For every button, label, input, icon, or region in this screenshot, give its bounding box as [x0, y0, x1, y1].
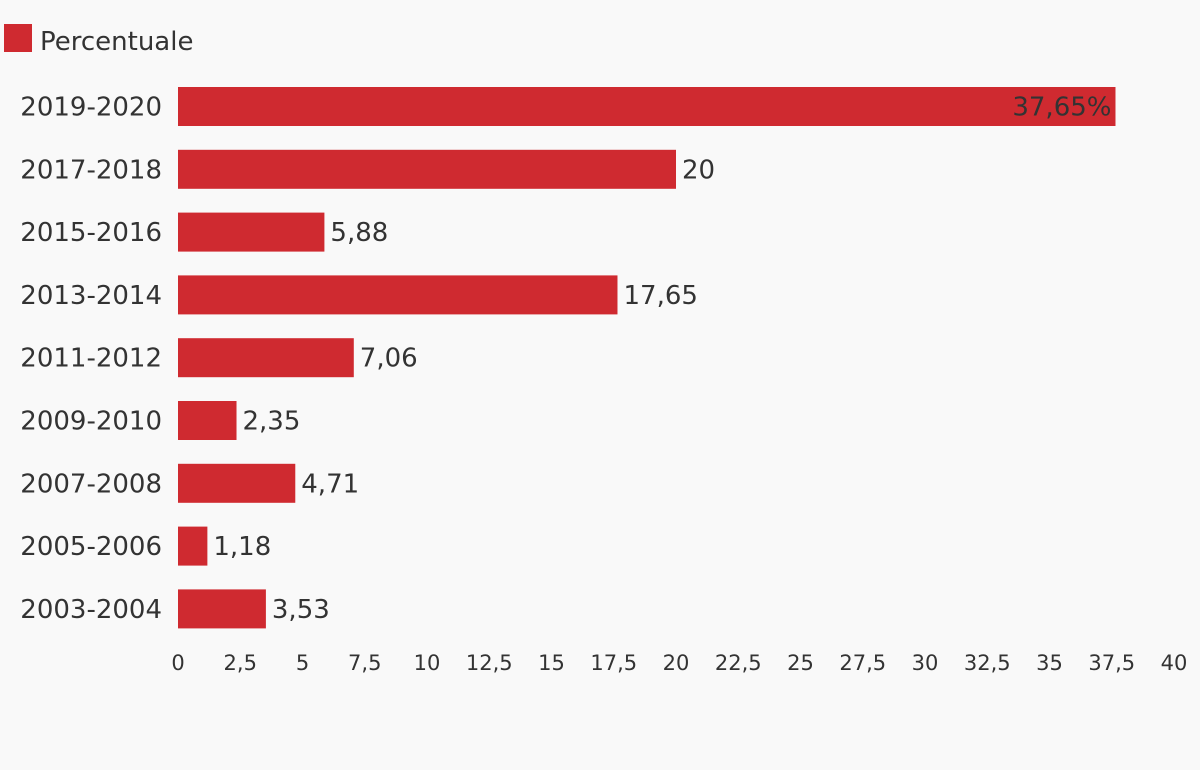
value-label: 17,65 [623, 281, 697, 311]
x-axis: 0 2,5 5 7,5 10 12,5 15 17,5 20 22,5 25 27,5 30 32,5 35… [171, 651, 1187, 675]
x-tick-label: 27,5 [839, 651, 886, 675]
value-label: 1,18 [213, 532, 271, 562]
x-tick-label: 0 [171, 651, 184, 675]
bar [178, 526, 208, 566]
x-tick-label: 20 [663, 651, 690, 675]
category-label: 2009-2010 [20, 407, 162, 437]
category-label: 2017-2018 [20, 155, 162, 185]
x-tick-label: 10 [414, 651, 441, 675]
category-label: 2011-2012 [20, 344, 162, 374]
value-label: 3,53 [272, 595, 330, 625]
x-tick-label: 40 [1161, 651, 1188, 675]
value-label: 37,65% [1012, 93, 1111, 123]
x-tick-label: 35 [1036, 651, 1063, 675]
bar [178, 87, 1116, 126]
legend-swatch [4, 24, 32, 52]
x-tick-label: 22,5 [715, 651, 762, 675]
x-tick-label: 25 [787, 651, 814, 675]
bar [178, 149, 676, 189]
bars [178, 87, 1116, 629]
value-labels: 37,65% 20 5,88 17,65 7,06 2,35 4,71 1,18 3,53 [213, 93, 1111, 625]
bar [178, 212, 325, 252]
legend-label: Percentuale [40, 27, 193, 57]
category-label: 2007-2008 [20, 469, 162, 499]
x-tick-label: 37,5 [1088, 651, 1135, 675]
x-tick-label: 2,5 [224, 651, 257, 675]
value-label: 4,71 [301, 469, 359, 499]
x-tick-label: 7,5 [348, 651, 381, 675]
x-tick-label: 5 [296, 651, 309, 675]
value-label: 2,35 [243, 407, 301, 437]
category-label: 2005-2006 [20, 532, 162, 562]
x-tick-label: 12,5 [466, 651, 513, 675]
x-tick-label: 32,5 [964, 651, 1011, 675]
category-label: 2003-2004 [20, 595, 162, 625]
x-tick-label: 15 [538, 651, 565, 675]
value-label: 5,88 [330, 218, 388, 248]
category-labels: 2019-2020 2017-2018 2015-2016 2013-2014 2011… [20, 93, 162, 625]
value-label: 20 [682, 155, 715, 185]
x-tick-label: 30 [912, 651, 939, 675]
bar [178, 338, 354, 378]
category-label: 2013-2014 [20, 281, 162, 311]
bar [178, 589, 266, 629]
x-tick-label: 17,5 [590, 651, 637, 675]
value-label: 7,06 [360, 344, 418, 374]
category-label: 2015-2016 [20, 218, 162, 248]
bar [178, 463, 296, 503]
bar [178, 275, 618, 315]
legend: Percentuale [4, 24, 193, 57]
category-label: 2019-2020 [20, 93, 162, 123]
bar [178, 401, 237, 440]
